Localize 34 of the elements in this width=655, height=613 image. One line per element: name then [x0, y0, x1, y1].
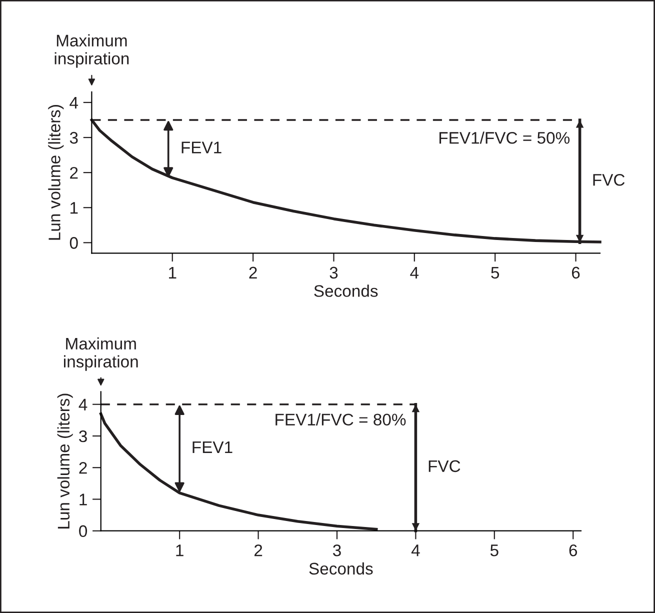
x-tick-label: 4	[411, 544, 420, 556]
y-axis-title: Lun volume (liters)	[57, 394, 73, 528]
x-tick-label: 5	[490, 544, 498, 556]
x-tick-label: 1	[169, 266, 176, 278]
x-tick-label: 2	[254, 544, 262, 556]
x-tick-label: 3	[332, 544, 341, 556]
x-axis-title: Seconds	[309, 562, 373, 575]
annotation: FEV1/FVC = 80%	[276, 413, 406, 426]
series-label: FVC	[428, 460, 460, 472]
y-axis-title: Lun volume (liters)	[48, 105, 64, 240]
x-axis-title: Seconds	[314, 284, 378, 297]
y-tick-label: 1	[70, 202, 78, 214]
annotation: FEV1	[192, 441, 232, 453]
y-tick-label: 1	[80, 494, 87, 506]
annotation: FEV1	[182, 142, 222, 154]
y-tick-label: 0	[70, 237, 78, 249]
x-tick-label: 6	[572, 266, 580, 279]
y-tick-label: 2	[79, 462, 87, 474]
text: Maximum inspiration	[64, 337, 138, 371]
x-tick-label: 2	[249, 266, 257, 278]
x-tick-label: 6	[569, 544, 578, 556]
x-tick-label: 4	[410, 266, 419, 278]
y-tick-label: 2	[70, 166, 78, 179]
x-tick-label: 5	[491, 266, 500, 279]
series-label: FVC	[593, 174, 625, 186]
text: Maximum inspiration	[54, 34, 129, 68]
y-tick-label: 3	[70, 132, 78, 144]
y-tick-label: 4	[78, 398, 88, 410]
x-tick-label: 3	[330, 266, 338, 279]
annotation: FEV1/FVC = 50%	[440, 132, 570, 144]
y-tick-label: 4	[70, 97, 78, 109]
y-tick-label: 0	[79, 525, 88, 538]
y-tick-label: 3	[79, 430, 87, 442]
x-tick-label: 1	[176, 544, 184, 556]
